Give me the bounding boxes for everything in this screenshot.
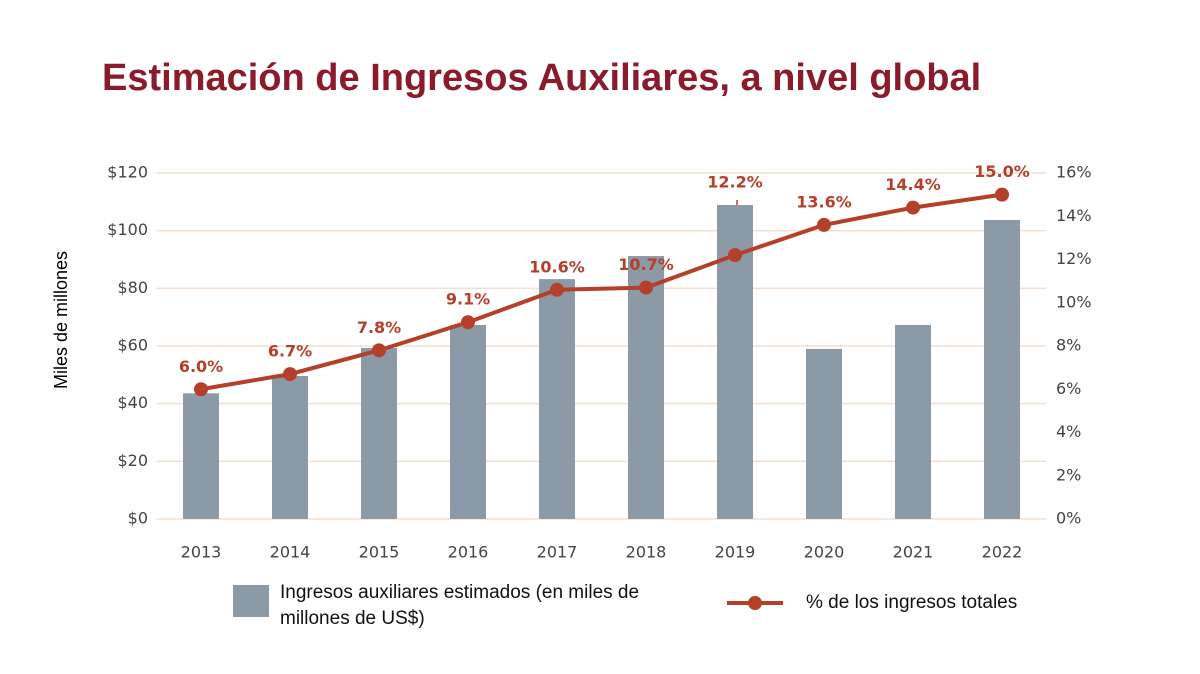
y-tick-label: $20 <box>117 451 148 470</box>
y-tick-label: $120 <box>107 163 148 182</box>
line-marker <box>995 187 1009 202</box>
data-label: 6.7% <box>268 342 312 361</box>
legend-swatch <box>233 585 269 617</box>
line-marker <box>906 200 920 215</box>
x-tick-label: 2014 <box>270 543 311 562</box>
line-marker <box>728 248 742 263</box>
y2-tick-label: 10% <box>1056 292 1092 311</box>
bar <box>539 279 575 519</box>
line-marker <box>461 315 475 330</box>
bar <box>361 348 397 519</box>
x-tick-label: 2015 <box>359 543 400 562</box>
x-tick-label: 2019 <box>715 543 756 562</box>
bar <box>984 219 1020 519</box>
y2-tick-label: 14% <box>1056 206 1092 225</box>
y2-tick-label: 16% <box>1056 163 1092 182</box>
data-label: 12.2% <box>707 173 763 192</box>
bar <box>183 393 219 519</box>
y-tick-label: $80 <box>117 278 148 297</box>
y-tick-label: $0 <box>128 509 148 528</box>
bar <box>450 324 486 519</box>
line <box>200 192 1003 392</box>
x-tick-label: 2013 <box>181 543 222 562</box>
y-tick-label: $60 <box>117 336 148 355</box>
legend-label: % de los ingresos totales <box>806 592 1018 613</box>
bar <box>628 256 664 519</box>
line-marker <box>639 280 653 295</box>
y2-tick-label: 2% <box>1056 465 1081 484</box>
y-tick-label: $100 <box>107 220 148 239</box>
x-tick-label: 2022 <box>982 543 1023 562</box>
x-tick-label: 2020 <box>804 543 845 562</box>
data-label: 7.8% <box>357 318 401 337</box>
data-label: 15.0% <box>974 162 1030 181</box>
y2-tick-label: 12% <box>1056 249 1092 268</box>
y2-tick-label: 6% <box>1056 379 1081 398</box>
bar <box>272 375 308 519</box>
data-label: 14.4% <box>885 175 941 194</box>
legend-label: Ingresos auxiliares estimados (en miles … <box>280 582 640 629</box>
x-tick-label: 2016 <box>448 543 489 562</box>
chart-title: Estimación de Ingresos Auxiliares, a niv… <box>102 57 981 99</box>
data-label: 10.6% <box>529 257 585 276</box>
line-marker <box>817 217 831 232</box>
data-label: 9.1% <box>446 290 490 309</box>
line-marker <box>194 382 208 397</box>
data-label: 10.7% <box>618 255 674 274</box>
line-marker <box>550 282 564 297</box>
bar <box>895 324 931 519</box>
bar <box>806 348 842 519</box>
x-tick-label: 2018 <box>626 543 667 562</box>
line-marker <box>372 343 386 358</box>
x-tick-label: 2017 <box>537 543 578 562</box>
data-label: 6.0% <box>179 357 223 376</box>
y-axis-label: Miles de millones <box>51 251 71 389</box>
line-marker <box>283 367 297 382</box>
x-tick-label: 2021 <box>893 543 934 562</box>
y2-tick-label: 4% <box>1056 422 1081 441</box>
y2-tick-label: 0% <box>1056 509 1081 528</box>
y-tick-label: $40 <box>117 393 148 412</box>
y2-tick-label: 8% <box>1056 336 1081 355</box>
data-label: 13.6% <box>796 192 852 211</box>
